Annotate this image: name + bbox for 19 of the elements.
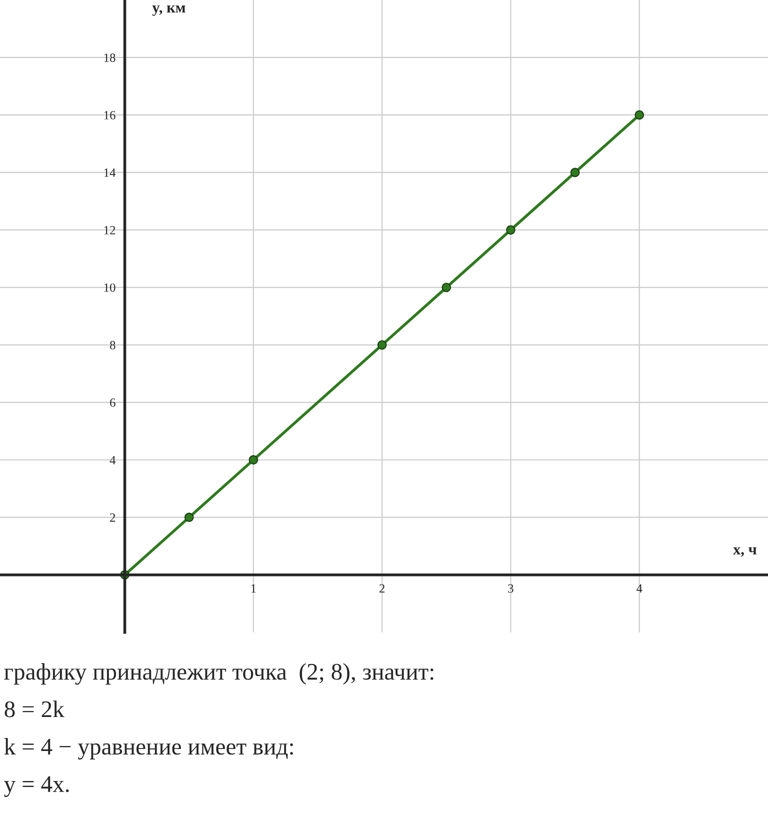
- y-tick-label: 10: [104, 283, 116, 292]
- y-tick-label: 12: [104, 226, 116, 234]
- y-tick-label: 6: [110, 398, 116, 407]
- y-tick-label: 2: [110, 513, 116, 522]
- x-tick-label: 4: [636, 584, 642, 593]
- y-axis-title: y, км: [152, 6, 186, 16]
- y-tick-label: 8: [110, 340, 116, 350]
- y-tick-label: 4: [110, 456, 116, 464]
- y-tick-label: 16: [104, 111, 116, 120]
- text: y = 4x.: [4, 776, 69, 797]
- x-tick-label: 2: [379, 584, 385, 593]
- y-tick-label: 18: [104, 54, 116, 62]
- text: k = 4 − уравнение имеет вид:: [4, 738, 293, 760]
- x-axis-title: x, ч: [733, 547, 757, 557]
- y-tick-label: 14: [104, 168, 116, 177]
- x-tick-label: 3: [508, 584, 514, 593]
- x-tick-label: 1: [251, 584, 256, 593]
- text: 8 = 2k: [4, 700, 64, 718]
- text: графику принадлежит точка (2; 8), значит:: [4, 663, 434, 685]
